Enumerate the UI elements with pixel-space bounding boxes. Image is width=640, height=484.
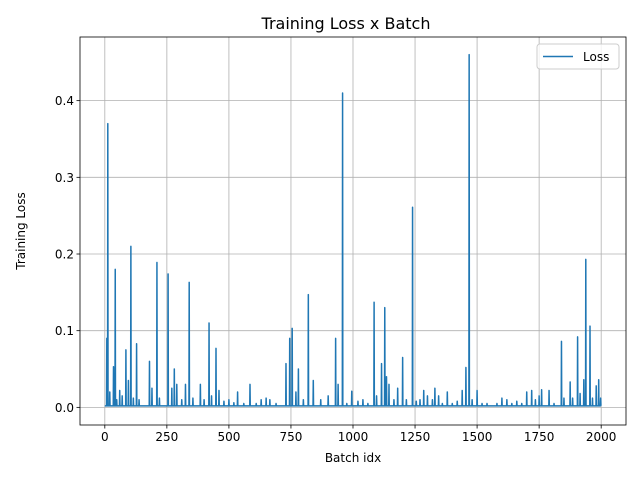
loss-line <box>104 53 602 407</box>
y-axis: 0.0 0.1 0.2 0.3 0.4 <box>55 94 80 415</box>
x-tick-label: 1500 <box>462 430 493 444</box>
x-tick-label: 2000 <box>586 430 617 444</box>
y-tick-label: 0.1 <box>55 324 74 338</box>
x-tick-label: 0 <box>101 430 109 444</box>
x-axis: 0 250 500 750 1000 1250 1500 1750 2000 <box>101 425 616 444</box>
x-tick-label: 750 <box>280 430 303 444</box>
x-tick-label: 1750 <box>524 430 555 444</box>
x-tick-label: 1000 <box>338 430 369 444</box>
legend-label-loss: Loss <box>583 50 609 64</box>
y-tick-label: 0.2 <box>55 248 74 262</box>
y-tick-label: 0.4 <box>55 94 74 108</box>
legend-box <box>536 43 620 70</box>
x-tick-label: 1250 <box>400 430 431 444</box>
y-tick-label: 0.3 <box>55 171 74 185</box>
series-layer <box>104 53 602 407</box>
legend: Loss <box>536 43 620 70</box>
y-tick-label: 0.0 <box>55 401 74 415</box>
plot-frame <box>79 36 627 426</box>
grid-lines <box>80 37 626 425</box>
x-axis-label: Batch idx <box>325 451 381 465</box>
chart-title: Training Loss x Batch <box>261 14 431 33</box>
x-tick-label: 500 <box>217 430 240 444</box>
x-tick-label: 250 <box>155 430 178 444</box>
y-axis-label: Training Loss <box>14 192 28 270</box>
